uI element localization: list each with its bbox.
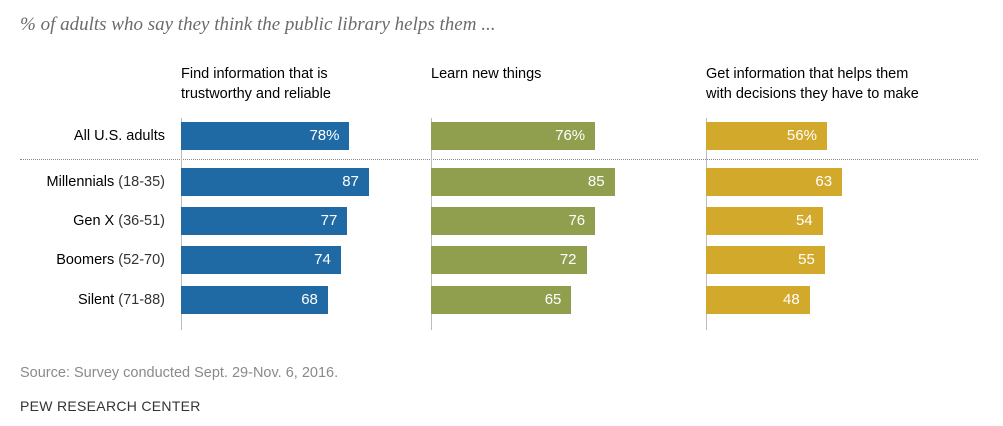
- chart-subtitle: % of adults who say they think the publi…: [20, 14, 496, 35]
- series-header: Get information that helps them with dec…: [706, 66, 919, 102]
- bar: 74: [181, 246, 341, 274]
- row-label-name: Boomers: [56, 252, 115, 268]
- bar: 87: [181, 168, 369, 196]
- bar: 56%: [706, 122, 827, 150]
- row-label: Gen X (36-51): [0, 211, 165, 231]
- bar: 72: [431, 246, 587, 274]
- row-label-name: All U.S. adults: [73, 128, 165, 144]
- row-label-name: Gen X: [73, 213, 115, 229]
- row-label-age-range: (71-88): [114, 292, 165, 308]
- bar: 76%: [431, 122, 596, 150]
- series-header: Learn new things: [431, 66, 542, 82]
- bar: 76: [431, 207, 596, 235]
- row-label: Boomers (52-70): [0, 250, 165, 270]
- row-label: All U.S. adults: [0, 126, 165, 146]
- pew-research-center-logo: PEW RESEARCH CENTER: [20, 398, 201, 414]
- series-header: Find information that is trustworthy and…: [181, 66, 331, 102]
- row-label-age-range: (18-35): [114, 174, 165, 190]
- row-label-age-range: (52-70): [114, 252, 165, 268]
- bar: 77: [181, 207, 348, 235]
- row-label-name: Millennials: [46, 174, 115, 190]
- bar: 65: [431, 286, 572, 314]
- bar: 85: [431, 168, 615, 196]
- row-label-name: Silent: [77, 292, 115, 308]
- bar: 68: [181, 286, 328, 314]
- row-label: Silent (71-88): [0, 290, 165, 310]
- bar: 54: [706, 207, 823, 235]
- bar: 78%: [181, 122, 350, 150]
- bar: 55: [706, 246, 825, 274]
- bar: 63: [706, 168, 843, 196]
- row-label: Millennials (18-35): [0, 172, 165, 192]
- dotted-divider: [20, 159, 978, 160]
- row-label-age-range: (36-51): [114, 213, 165, 229]
- source-note: Source: Survey conducted Sept. 29-Nov. 6…: [20, 365, 339, 381]
- bar: 48: [706, 286, 810, 314]
